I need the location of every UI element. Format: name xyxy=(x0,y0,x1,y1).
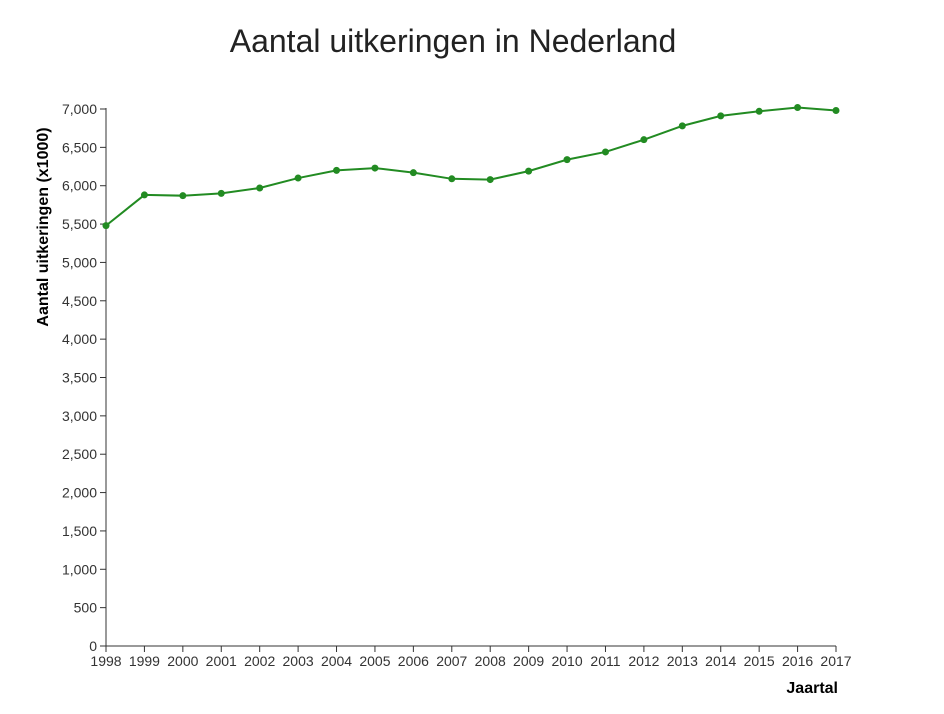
data-point xyxy=(601,148,609,156)
data-point xyxy=(179,192,187,200)
y-tick-label: 5,000 xyxy=(62,254,97,270)
x-tick-label: 2011 xyxy=(590,653,620,669)
y-tick-label: 1,500 xyxy=(62,523,97,539)
x-tick-label: 2013 xyxy=(667,653,698,669)
data-point xyxy=(409,169,417,177)
y-tick-label: 500 xyxy=(74,600,98,616)
y-tick-label: 3,000 xyxy=(62,408,97,424)
data-point xyxy=(371,164,379,172)
x-tick-label: 2012 xyxy=(628,653,659,669)
x-tick-label: 2015 xyxy=(744,653,775,669)
x-tick-label: 2010 xyxy=(551,653,582,669)
x-axis-label: Jaartal xyxy=(786,680,838,697)
data-point xyxy=(140,191,148,199)
data-point xyxy=(217,189,225,197)
data-point xyxy=(794,103,802,111)
x-tick-label: 2017 xyxy=(820,653,851,669)
x-tick-label: 2009 xyxy=(513,653,544,669)
data-point xyxy=(448,175,456,183)
data-point xyxy=(678,122,686,130)
chart-title: Aantal uitkeringen in Nederland xyxy=(230,23,677,59)
x-tick-label: 2007 xyxy=(436,653,467,669)
x-tick-label: 2014 xyxy=(705,653,736,669)
x-tick-label: 2003 xyxy=(283,653,314,669)
y-tick-label: 5,500 xyxy=(62,216,97,232)
x-tick-label: 2000 xyxy=(167,653,198,669)
x-tick-label: 2004 xyxy=(321,653,352,669)
y-tick-label: 6,500 xyxy=(62,139,97,155)
y-axis-label: Aantal uitkeringen (x1000) xyxy=(35,127,52,326)
data-point xyxy=(640,136,648,144)
data-point xyxy=(294,174,302,182)
x-tick-label: 2006 xyxy=(398,653,429,669)
x-tick-label: 1999 xyxy=(129,653,160,669)
y-tick-label: 6,000 xyxy=(62,178,97,194)
data-point xyxy=(102,222,110,230)
data-point xyxy=(563,156,571,164)
y-tick-label: 3,500 xyxy=(62,370,97,386)
data-points xyxy=(102,103,840,230)
data-point xyxy=(256,184,264,192)
x-axis: 1998 1999 2000 2001 2002 2003 2004 2005 2006 2007… xyxy=(90,645,852,669)
series-line xyxy=(105,106,837,227)
data-point xyxy=(717,112,725,120)
data-point xyxy=(755,107,763,115)
x-tick-label: 2005 xyxy=(359,653,390,669)
y-tick-label: 2,500 xyxy=(62,446,97,462)
y-tick-label: 4,500 xyxy=(62,293,97,309)
x-tick-label: 2001 xyxy=(206,653,237,669)
x-tick-label: 2008 xyxy=(475,653,506,669)
x-tick-label: 1998 xyxy=(90,653,121,669)
y-tick-label: 7,000 xyxy=(62,101,97,117)
x-tick-label: 2002 xyxy=(244,653,275,669)
y-axis: 0 500 1,000 1,500 2,000 2,500 3,000 3,500 4,000 4… xyxy=(62,101,107,654)
data-point xyxy=(832,107,840,115)
data-point xyxy=(333,166,341,174)
y-tick-label: 2,000 xyxy=(62,485,97,501)
y-tick-label: 0 xyxy=(89,638,97,654)
x-tick-label: 2016 xyxy=(782,653,813,669)
data-point xyxy=(525,167,533,175)
y-tick-label: 4,000 xyxy=(62,331,97,347)
data-point xyxy=(486,176,494,184)
y-tick-label: 1,000 xyxy=(62,561,97,577)
